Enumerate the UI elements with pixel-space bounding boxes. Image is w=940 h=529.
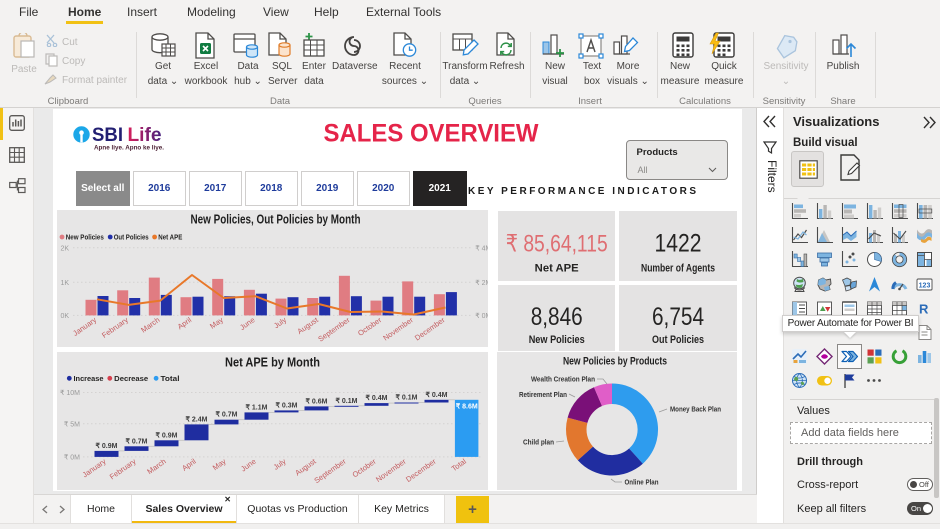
svg-text:₹ 0M: ₹ 0M [64,454,80,462]
svg-text:Life: Life [128,125,162,146]
svg-text:₹ 2M: ₹ 2M [475,279,488,287]
svg-text:₹ 0.4M: ₹ 0.4M [366,394,388,402]
svg-text:₹ 0.4M: ₹ 0.4M [426,391,448,399]
svg-text:0K: 0K [60,313,69,320]
svg-text:Retirement Plan: Retirement Plan [519,390,567,399]
svg-text:SALES OVERVIEW: SALES OVERVIEW [324,120,539,148]
svg-text:Number of Agents: Number of Agents [641,263,715,275]
svg-text:₹ 85,64,115: ₹ 85,64,115 [505,231,607,258]
svg-text:Online Plan: Online Plan [625,478,659,487]
svg-text:₹ 0.7M: ₹ 0.7M [216,411,238,419]
svg-text:SBI: SBI [92,125,123,146]
svg-text:Total: Total [161,376,180,383]
svg-text:Net APE: Net APE [158,235,182,242]
svg-text:KEY PERFORMANCE INDICATORS: KEY PERFORMANCE INDICATORS [468,186,696,197]
svg-text:123: 123 [919,283,931,290]
svg-text:Out Policies: Out Policies [114,235,149,242]
svg-text:New Policies, Out Policies by: New Policies, Out Policies by Month [191,213,361,227]
svg-text:New Policies: New Policies [66,235,104,242]
svg-text:Out Policies: Out Policies [652,334,704,346]
svg-text:2K: 2K [60,245,69,252]
svg-text:1422: 1422 [654,230,701,258]
svg-text:₹ 0.6M: ₹ 0.6M [306,397,328,405]
svg-text:₹ 10M: ₹ 10M [60,389,80,397]
svg-text:₹ 0.3M: ₹ 0.3M [276,401,298,409]
svg-text:Wealth Creation Plan: Wealth Creation Plan [531,375,595,384]
svg-text:6,754: 6,754 [652,303,704,331]
svg-text:₹ 0.7M: ₹ 0.7M [126,437,148,445]
svg-text:₹ 0.1M: ₹ 0.1M [336,397,358,405]
svg-text:₹ 0M: ₹ 0M [475,312,488,320]
svg-text:8,846: 8,846 [530,303,582,331]
svg-text:₹ 0.9M: ₹ 0.9M [156,431,178,439]
svg-text:₹ 8.6M: ₹ 8.6M [456,402,478,410]
svg-text:Apne liye. Apno ke liye.: Apne liye. Apno ke liye. [94,145,164,152]
svg-text:1K: 1K [60,280,69,287]
svg-text:Net APE by Month: Net APE by Month [225,356,320,370]
svg-text:₹ 0.1M: ₹ 0.1M [396,394,418,402]
svg-text:Increase: Increase [74,376,104,383]
svg-text:New Policies by Products: New Policies by Products [563,356,667,368]
svg-text:Child plan: Child plan [523,438,554,447]
svg-text:₹ 2.4M: ₹ 2.4M [186,415,208,423]
svg-text:New Policies: New Policies [528,334,584,346]
svg-text:Net APE: Net APE [534,263,578,275]
svg-text:₹ 0.9M: ₹ 0.9M [96,442,118,450]
svg-text:Money Back Plan: Money Back Plan [670,405,721,414]
svg-text:₹ 4M: ₹ 4M [475,244,488,252]
svg-text:₹ 5M: ₹ 5M [64,420,80,428]
svg-text:R: R [919,302,929,317]
svg-text:₹ 1.1M: ₹ 1.1M [246,403,268,411]
svg-text:Decrease: Decrease [114,376,148,383]
